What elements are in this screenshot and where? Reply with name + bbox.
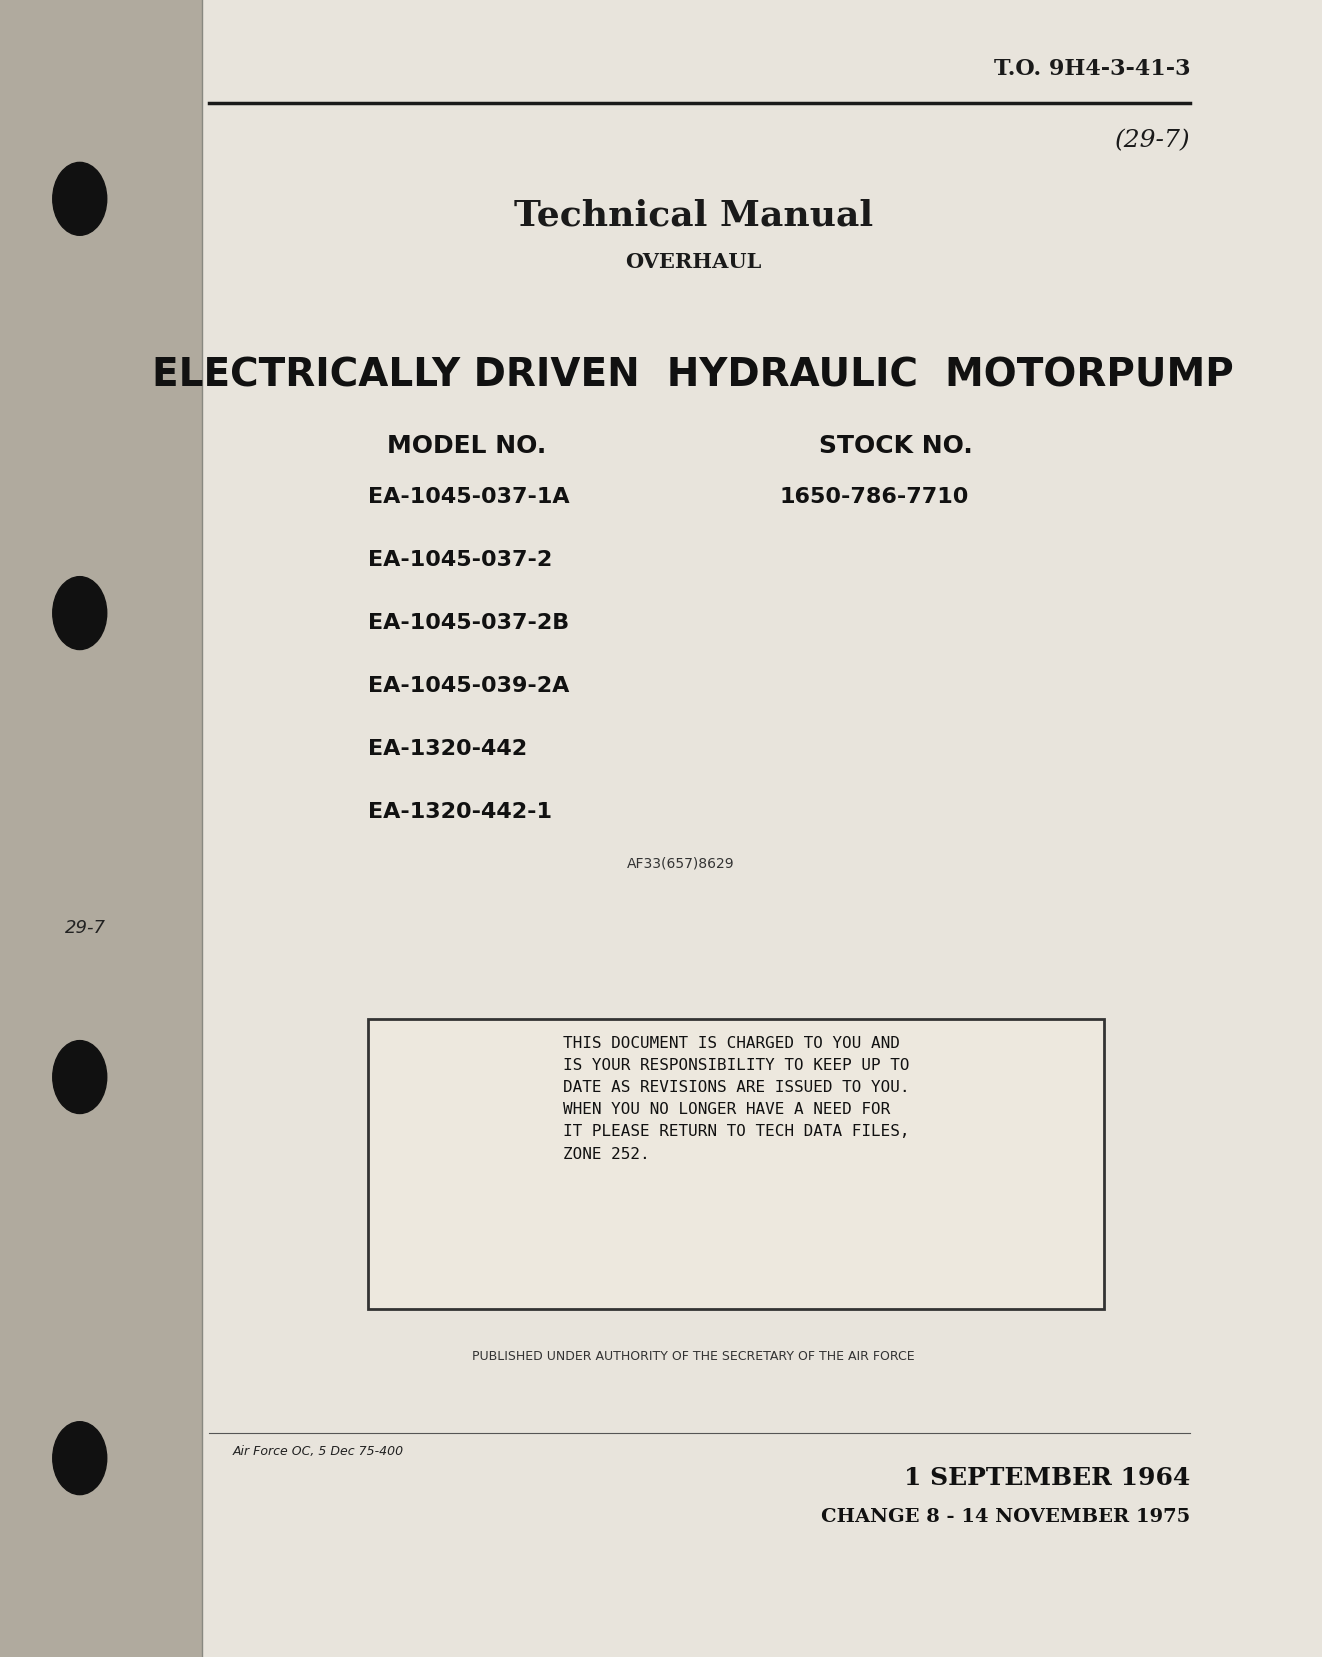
Text: EA-1320-442: EA-1320-442: [368, 739, 527, 759]
Text: PUBLISHED UNDER AUTHORITY OF THE SECRETARY OF THE AIR FORCE: PUBLISHED UNDER AUTHORITY OF THE SECRETA…: [472, 1350, 915, 1364]
Text: EA-1045-037-2B: EA-1045-037-2B: [368, 613, 570, 633]
Text: 1 SEPTEMBER 1964: 1 SEPTEMBER 1964: [904, 1466, 1190, 1490]
Text: 29-7: 29-7: [65, 920, 106, 936]
Text: STOCK NO.: STOCK NO.: [818, 434, 973, 457]
Circle shape: [53, 577, 107, 650]
Text: ELECTRICALLY DRIVEN  HYDRAULIC  MOTORPUMP: ELECTRICALLY DRIVEN HYDRAULIC MOTORPUMP: [152, 356, 1233, 394]
Text: MODEL NO.: MODEL NO.: [386, 434, 546, 457]
FancyBboxPatch shape: [368, 1019, 1104, 1309]
Text: T.O. 9H4-3-41-3: T.O. 9H4-3-41-3: [994, 58, 1190, 80]
Text: (29-7): (29-7): [1114, 129, 1190, 152]
Bar: [0, 0, 202, 1657]
Text: EA-1320-442-1: EA-1320-442-1: [368, 802, 553, 822]
Text: AF33(657)8629: AF33(657)8629: [627, 857, 735, 870]
Circle shape: [53, 1041, 107, 1114]
Text: EA-1045-037-1A: EA-1045-037-1A: [368, 487, 570, 507]
Text: EA-1045-037-2: EA-1045-037-2: [368, 550, 553, 570]
Text: Air Force OC, 5 Dec 75-400: Air Force OC, 5 Dec 75-400: [233, 1445, 405, 1458]
Text: 1650-786-7710: 1650-786-7710: [779, 487, 969, 507]
Text: EA-1045-039-2A: EA-1045-039-2A: [368, 676, 570, 696]
Text: CHANGE 8 - 14 NOVEMBER 1975: CHANGE 8 - 14 NOVEMBER 1975: [821, 1508, 1190, 1526]
Text: THIS DOCUMENT IS CHARGED TO YOU AND
IS YOUR RESPONSIBILITY TO KEEP UP TO
DATE AS: THIS DOCUMENT IS CHARGED TO YOU AND IS Y…: [563, 1036, 910, 1162]
Text: OVERHAUL: OVERHAUL: [625, 252, 761, 272]
Circle shape: [53, 1422, 107, 1495]
Text: Technical Manual: Technical Manual: [513, 199, 873, 234]
Circle shape: [53, 162, 107, 235]
